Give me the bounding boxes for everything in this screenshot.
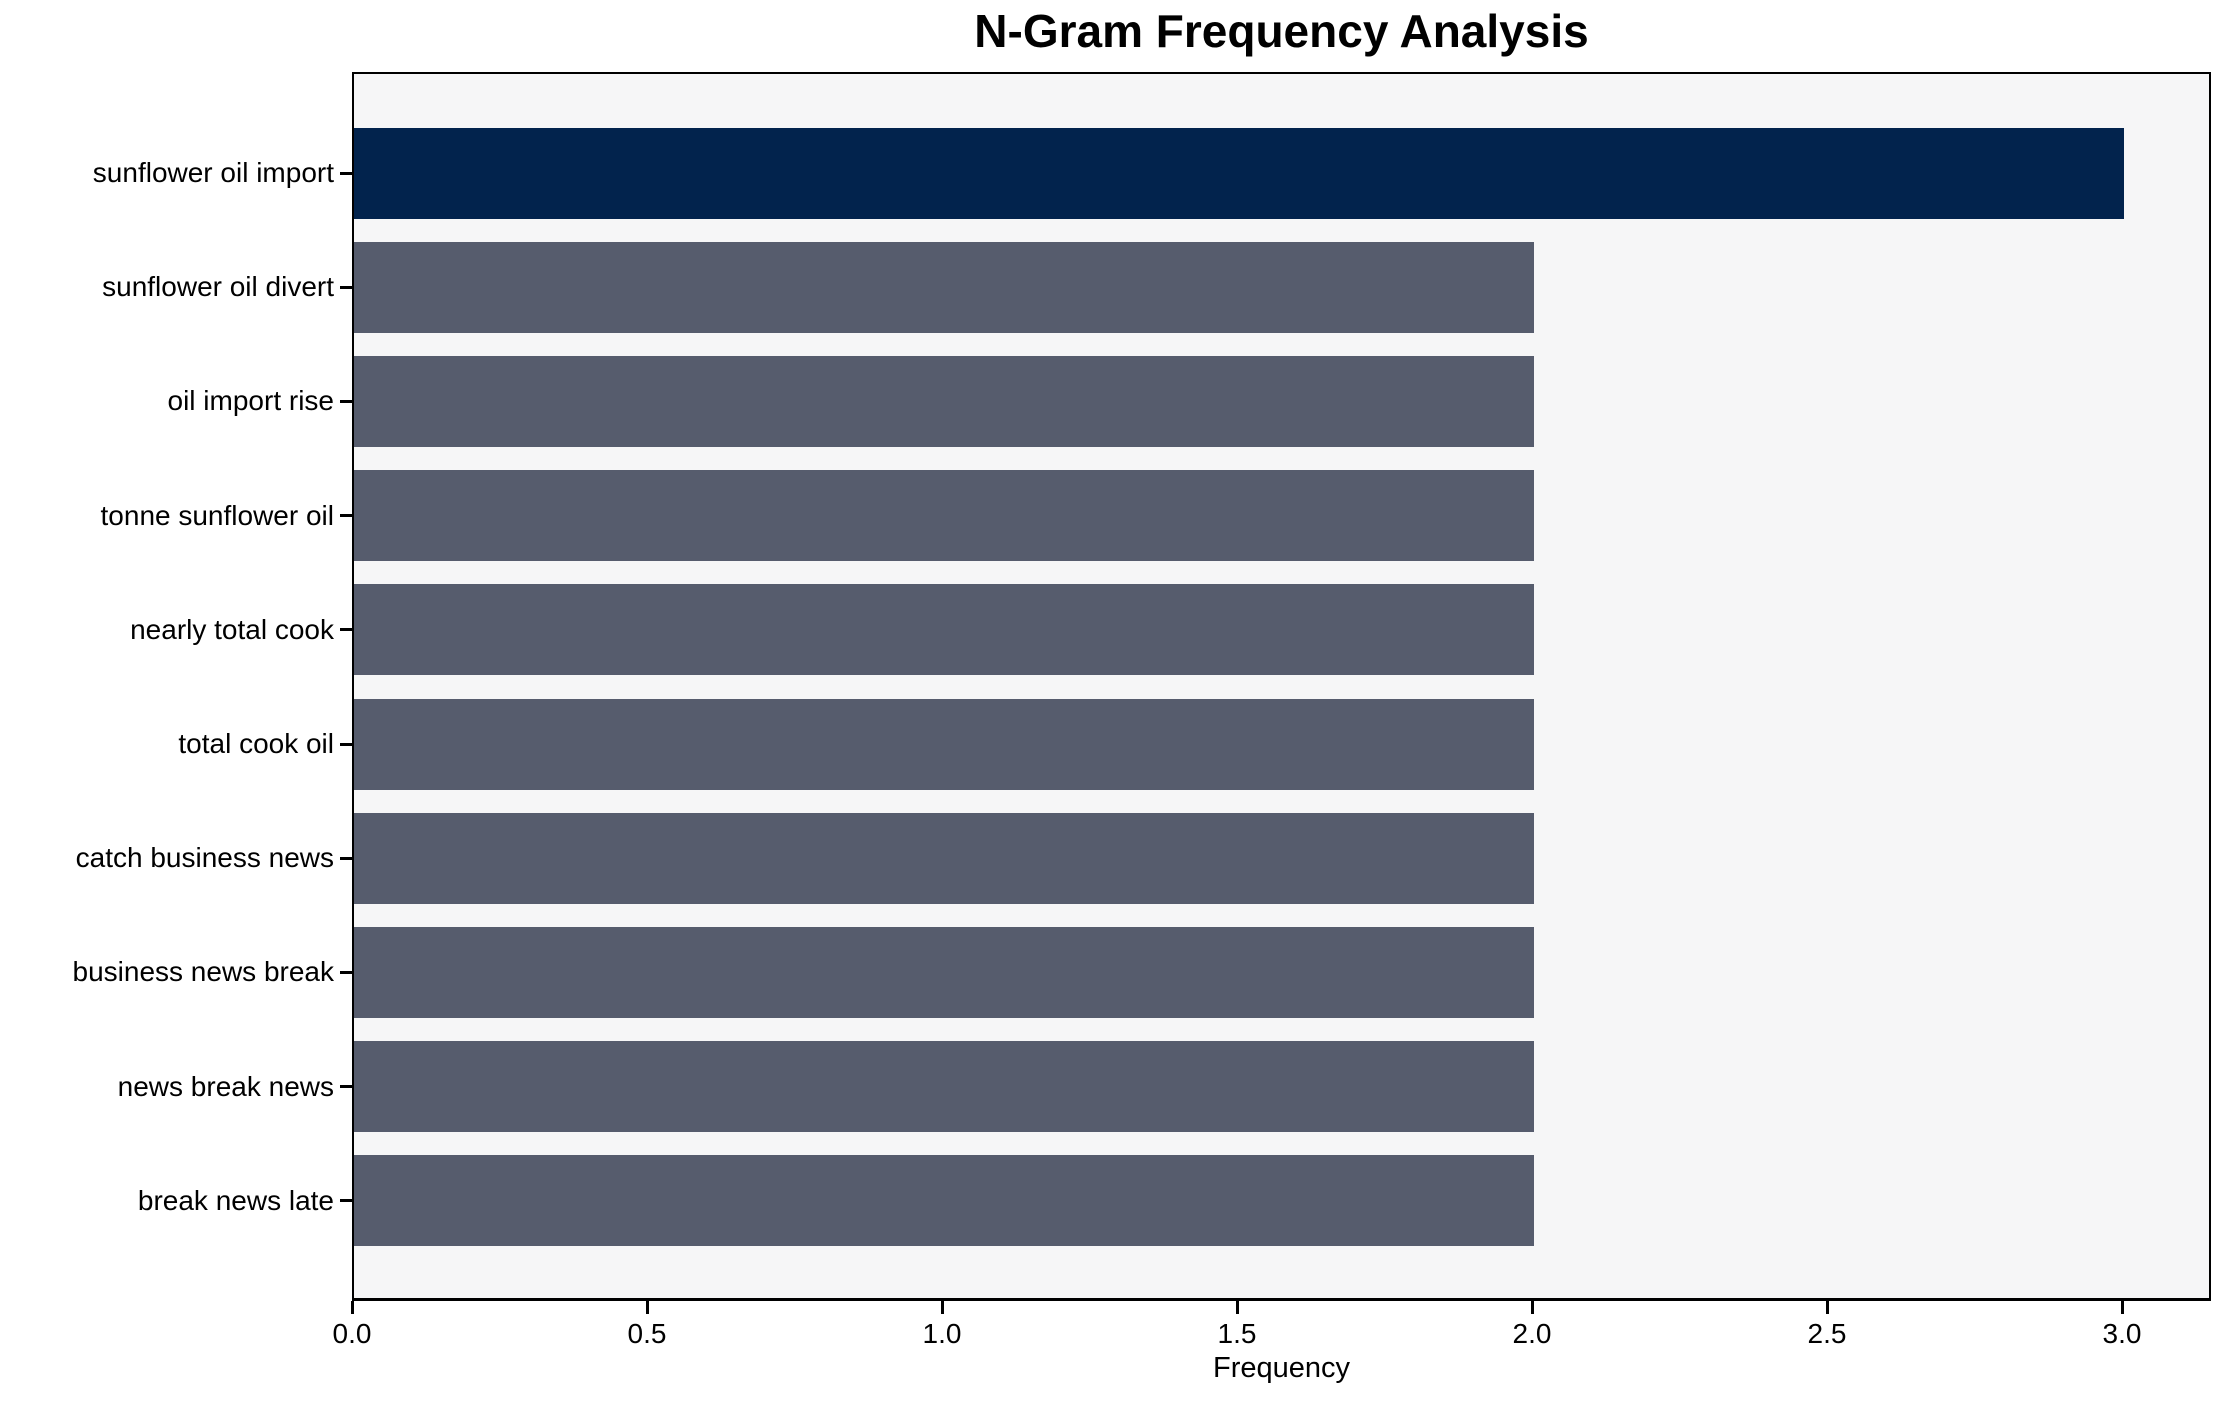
y-tick-label: total cook oil [178, 728, 334, 759]
x-tick-label: 3.0 [2102, 1318, 2142, 1349]
y-tick-label: catch business news [75, 842, 334, 874]
bar [354, 127, 2124, 219]
y-tick-mark [340, 399, 352, 403]
bar [354, 698, 1534, 790]
x-tick-label: 0.0 [332, 1318, 372, 1349]
x-tick-mark [1235, 1301, 1239, 1314]
y-tick-mark [340, 285, 352, 289]
bar [354, 355, 1534, 447]
bar [354, 926, 1534, 1018]
y-tick-mark [340, 628, 352, 632]
y-tick-mark [340, 514, 352, 518]
chart-title: N-Gram Frequency Analysis [974, 5, 1589, 57]
y-tick-mark [340, 970, 352, 974]
y-tick-label: sunflower oil import [92, 157, 334, 188]
y-tick-mark [340, 1085, 352, 1089]
x-tick-label: 0.5 [627, 1318, 667, 1349]
bar [354, 1041, 1534, 1133]
x-tick-label: 1.5 [1217, 1318, 1257, 1349]
x-tick-label: 2.5 [1807, 1318, 1847, 1349]
y-tick-label: sunflower oil divert [102, 271, 334, 303]
x-tick-mark [1825, 1301, 1829, 1314]
x-tick-label: 2.0 [1512, 1318, 1552, 1349]
y-tick-mark [340, 856, 352, 860]
x-tick-mark [350, 1301, 354, 1314]
x-tick-mark [1530, 1301, 1534, 1314]
plot-area [352, 72, 2211, 1301]
y-tick-label: break news late [137, 1184, 334, 1216]
y-tick-label: nearly total cook [130, 613, 334, 645]
y-tick-label: news break news [117, 1070, 334, 1102]
y-tick-label: tonne sunflower oil [100, 499, 334, 531]
x-tick-mark [645, 1301, 649, 1314]
x-tick-mark [2120, 1301, 2124, 1314]
x-tick-mark [940, 1301, 944, 1314]
x-tick-label: 1.0 [922, 1318, 962, 1349]
bar [354, 470, 1534, 562]
bar [354, 241, 1534, 333]
y-tick-label: oil import rise [167, 385, 334, 417]
x-axis-title: Frequency [1212, 1352, 1350, 1384]
y-tick-label: business news break [72, 956, 334, 988]
bar [354, 584, 1534, 676]
bar [354, 812, 1534, 904]
y-tick-mark [340, 1199, 352, 1203]
y-tick-mark [340, 742, 352, 746]
bar [354, 1155, 1534, 1247]
y-tick-mark [340, 171, 352, 175]
